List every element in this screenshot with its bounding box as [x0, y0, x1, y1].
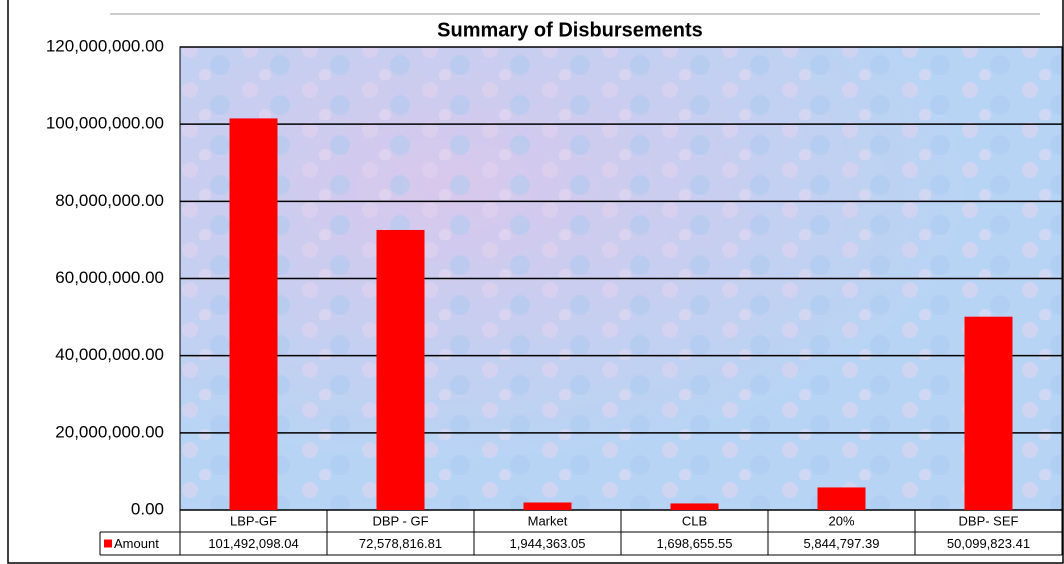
bar — [817, 487, 866, 510]
bar — [523, 502, 572, 510]
value-label: 72,578,816.81 — [359, 536, 442, 551]
bar — [229, 118, 278, 510]
value-label: 101,492,098.04 — [208, 536, 298, 551]
y-tick-label: 20,000,000.00 — [55, 422, 164, 441]
value-label: 1,698,655.55 — [657, 536, 733, 551]
legend-label: Amount — [114, 536, 159, 551]
x-tick-label: 20% — [828, 513, 854, 528]
y-tick-label: 0.00 — [131, 499, 164, 518]
y-tick-label: 80,000,000.00 — [55, 191, 164, 210]
value-label: 1,944,363.05 — [510, 536, 586, 551]
x-tick-label: Market — [528, 513, 568, 528]
x-tick-label: DBP - GF — [372, 513, 428, 528]
value-label: 50,099,823.41 — [947, 536, 1030, 551]
x-tick-label: CLB — [682, 513, 707, 528]
x-tick-label: DBP- SEF — [959, 513, 1019, 528]
bar — [376, 229, 425, 510]
y-tick-label: 60,000,000.00 — [55, 268, 164, 287]
x-tick-label: LBP-GF — [230, 513, 277, 528]
y-tick-label: 120,000,000.00 — [46, 36, 164, 55]
bar — [964, 316, 1013, 510]
value-label: 5,844,797.39 — [804, 536, 880, 551]
y-tick-label: 40,000,000.00 — [55, 345, 164, 364]
legend-swatch — [104, 539, 112, 548]
chart-title: Summary of Disbursements — [437, 19, 703, 41]
y-tick-label: 100,000,000.00 — [46, 114, 164, 133]
frame — [7, 0, 1064, 564]
bar — [670, 503, 719, 510]
